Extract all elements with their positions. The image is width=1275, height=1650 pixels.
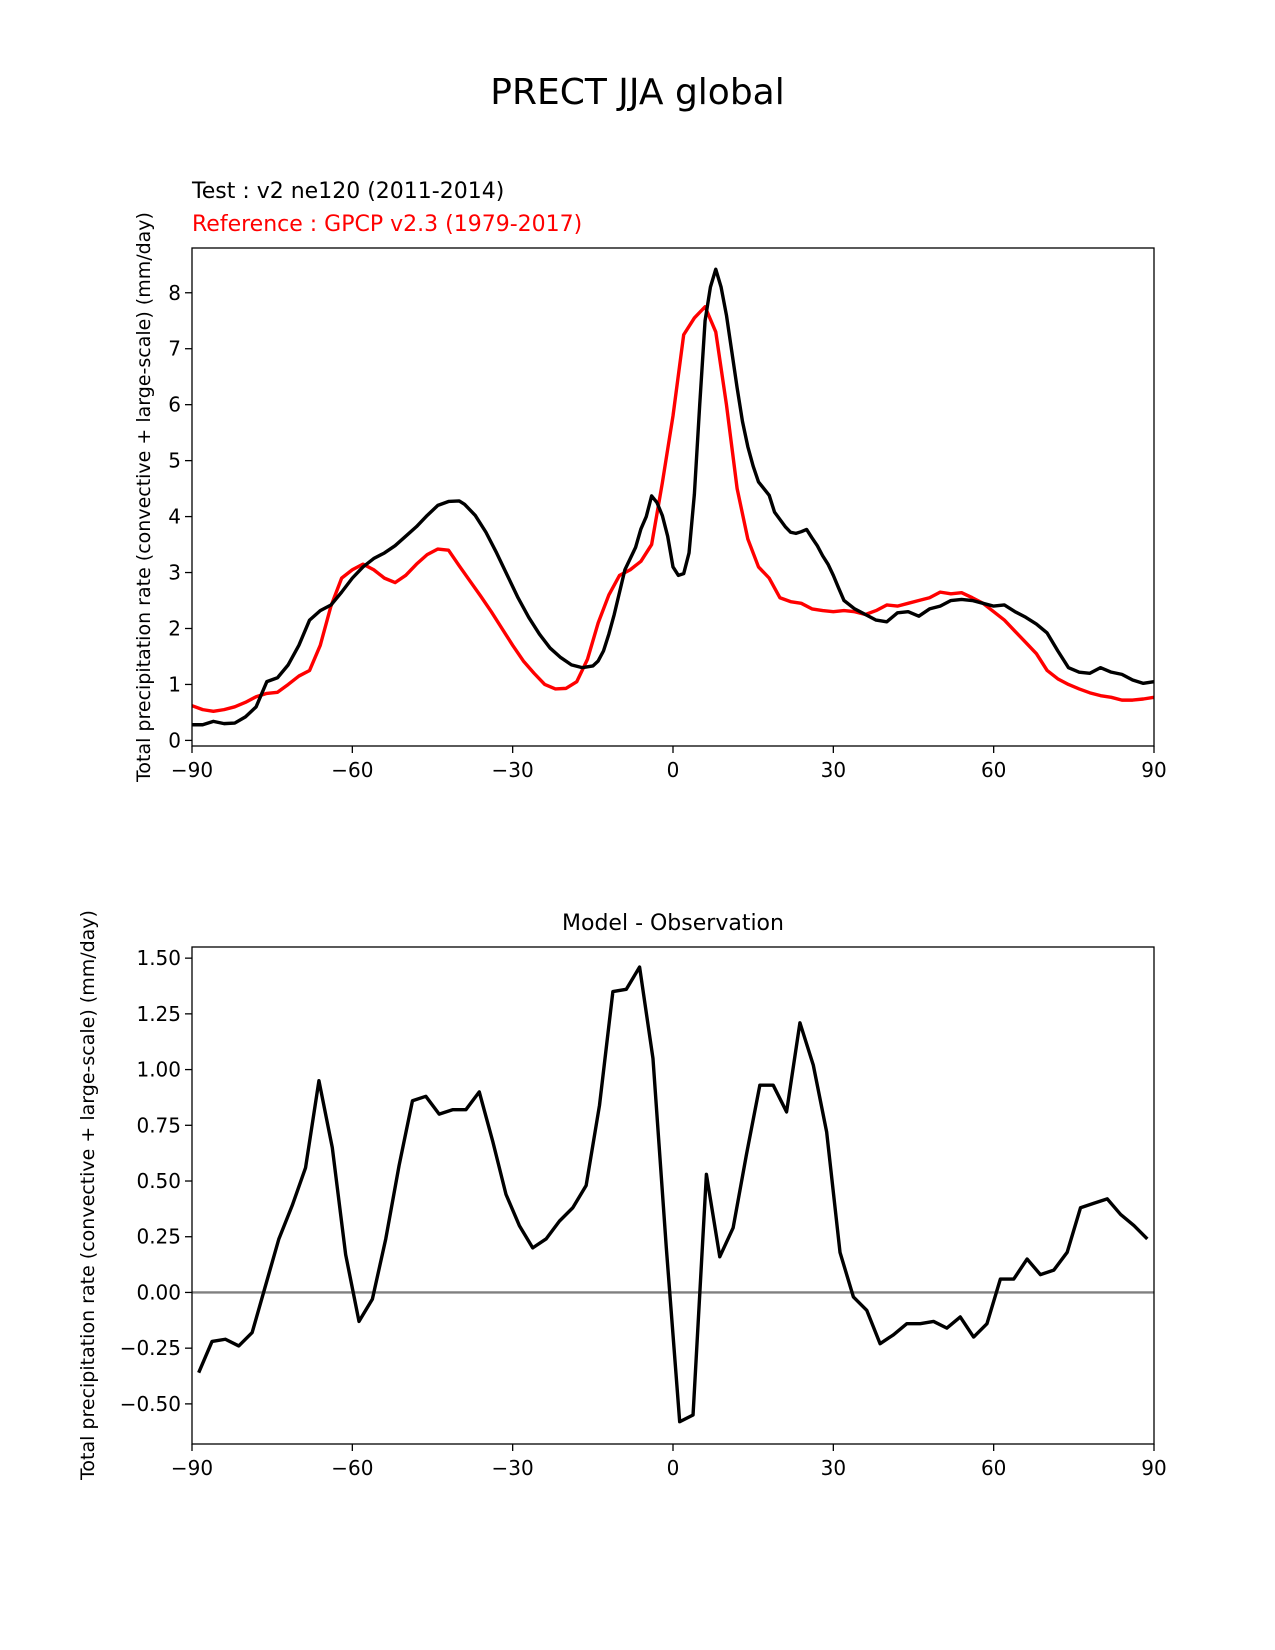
top-chart-y-tick-label: 8 bbox=[168, 281, 181, 305]
top-chart-y-tick-label: 3 bbox=[168, 561, 181, 585]
figure-title: PRECT JJA global bbox=[490, 72, 785, 113]
top-chart-y-tick-label: 2 bbox=[168, 616, 181, 640]
top-chart-y-axis-label: Total precipitation rate (convective + l… bbox=[133, 212, 155, 783]
bottom-chart-y-axis-label: Total precipitation rate (convective + l… bbox=[77, 910, 99, 1481]
bottom-chart-y-tick-label: 1.00 bbox=[136, 1058, 181, 1082]
bottom-chart-x-tick-label: 90 bbox=[1141, 1456, 1166, 1480]
top-chart-test-label: Test : v2 ne120 (2011-2014) bbox=[191, 179, 504, 204]
top-chart-ticks: −90 −60 −30 0 30 60 90 0 1 2 3 4 5 6 7 8 bbox=[168, 281, 1166, 782]
bottom-chart-y-tick-label: 1.50 bbox=[136, 946, 181, 970]
top-chart-y-tick-label: 1 bbox=[168, 672, 181, 696]
bottom-chart-series bbox=[192, 965, 1154, 1424]
bottom-chart: Model - Observation Total precipitation … bbox=[77, 910, 1167, 1481]
bottom-chart-x-tick-label: 60 bbox=[981, 1456, 1006, 1480]
bottom-chart-y-tick-label: −0.25 bbox=[120, 1336, 181, 1360]
top-chart-x-tick-label: 30 bbox=[821, 758, 846, 782]
top-chart-x-tick-label: 90 bbox=[1141, 758, 1166, 782]
top-chart-x-tick-label: 60 bbox=[981, 758, 1006, 782]
bottom-chart-y-tick-label: 0.25 bbox=[136, 1225, 181, 1249]
bottom-chart-y-tick-label: 0.50 bbox=[136, 1169, 181, 1193]
top-chart-series-line-1 bbox=[191, 305, 1155, 714]
top-chart-reference-label: Reference : GPCP v2.3 (1979-2017) bbox=[192, 212, 582, 237]
top-chart-y-tick-label: 0 bbox=[168, 728, 181, 752]
bottom-chart-ticks: −90 −60 −30 0 30 60 90 −0.50 −0.25 0.00 0.25 0.50 0.… bbox=[120, 946, 1167, 1480]
bottom-chart-y-tick-label: 0.00 bbox=[136, 1280, 181, 1304]
bottom-chart-x-tick-label: −60 bbox=[331, 1456, 373, 1480]
bottom-chart-y-tick-label: −0.50 bbox=[120, 1392, 181, 1416]
top-chart-series bbox=[191, 267, 1155, 727]
top-chart-x-tick-label: −30 bbox=[492, 758, 534, 782]
top-chart: Test : v2 ne120 (2011-2014) Reference : … bbox=[133, 179, 1167, 783]
bottom-chart-x-tick-label: 30 bbox=[821, 1456, 846, 1480]
top-chart-x-tick-label: −60 bbox=[331, 758, 373, 782]
bottom-chart-x-tick-label: −90 bbox=[171, 1456, 213, 1480]
bottom-chart-series-line-0 bbox=[197, 965, 1149, 1424]
top-chart-y-tick-label: 6 bbox=[168, 393, 181, 417]
bottom-chart-x-tick-label: 0 bbox=[667, 1456, 680, 1480]
top-chart-x-tick-label: 0 bbox=[667, 758, 680, 782]
bottom-chart-plot-frame bbox=[191, 946, 1155, 1445]
top-chart-series-line-0 bbox=[192, 267, 1155, 727]
bottom-chart-x-tick-label: −30 bbox=[492, 1456, 534, 1480]
bottom-chart-title: Model - Observation bbox=[562, 911, 784, 936]
top-chart-plot-frame bbox=[191, 247, 1155, 747]
top-chart-y-tick-label: 7 bbox=[168, 337, 181, 361]
top-chart-x-tick-label: −90 bbox=[171, 758, 213, 782]
bottom-chart-y-tick-label: 1.25 bbox=[136, 1002, 181, 1026]
top-chart-y-tick-label: 5 bbox=[168, 449, 181, 473]
bottom-chart-y-tick-label: 0.75 bbox=[136, 1113, 181, 1137]
top-chart-y-tick-label: 4 bbox=[168, 505, 181, 529]
